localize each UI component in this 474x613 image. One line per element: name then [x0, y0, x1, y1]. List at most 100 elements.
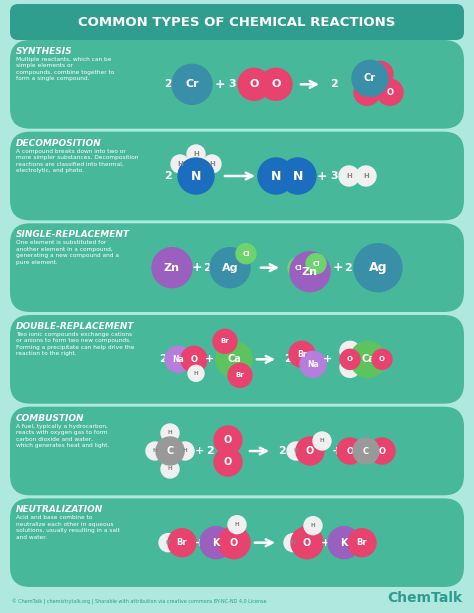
Text: NEUTRALIZATION: NEUTRALIZATION: [16, 505, 103, 514]
Circle shape: [300, 351, 326, 378]
Text: Zn: Zn: [164, 262, 180, 273]
Text: H: H: [310, 523, 315, 528]
Text: +: +: [195, 538, 205, 547]
Text: +: +: [323, 354, 333, 364]
Circle shape: [280, 158, 316, 194]
Circle shape: [291, 527, 323, 558]
Text: COMBUSTION: COMBUSTION: [16, 414, 84, 423]
Text: 2: 2: [344, 262, 352, 273]
Text: O: O: [224, 457, 232, 467]
Text: 3: 3: [228, 79, 236, 89]
Text: K: K: [212, 538, 220, 547]
Text: +: +: [195, 446, 205, 456]
Circle shape: [313, 432, 331, 450]
Circle shape: [165, 346, 191, 372]
Text: 2: 2: [164, 171, 172, 181]
Text: H: H: [194, 371, 198, 376]
Circle shape: [181, 346, 207, 372]
Text: Cl: Cl: [312, 261, 320, 267]
Text: O: O: [303, 538, 311, 547]
FancyBboxPatch shape: [10, 406, 464, 495]
Circle shape: [187, 145, 205, 163]
Text: 2: 2: [164, 79, 172, 89]
Circle shape: [200, 527, 232, 558]
Circle shape: [146, 442, 164, 460]
Text: K: K: [340, 538, 348, 547]
Circle shape: [236, 243, 256, 264]
Text: © ChemTalk | chemistrytalk.org | Sharable with attribution via creative commons : © ChemTalk | chemistrytalk.org | Sharabl…: [12, 599, 266, 605]
Circle shape: [348, 528, 376, 557]
Text: Acid and base combine to
neutralize each other in aqueous
solutions, usually res: Acid and base combine to neutralize each…: [16, 516, 120, 539]
Text: O: O: [376, 70, 383, 79]
Text: O: O: [379, 356, 385, 362]
Text: O: O: [271, 79, 281, 89]
Circle shape: [339, 166, 359, 186]
Circle shape: [188, 365, 204, 381]
Text: N: N: [271, 170, 281, 183]
FancyBboxPatch shape: [10, 132, 464, 220]
Circle shape: [218, 527, 250, 558]
Circle shape: [284, 534, 302, 552]
Circle shape: [152, 248, 192, 287]
FancyBboxPatch shape: [10, 40, 464, 129]
Text: O: O: [306, 446, 314, 456]
Circle shape: [168, 528, 196, 557]
Text: A compound breaks down into two or
more simpler substances. Decomposition
reacti: A compound breaks down into two or more …: [16, 149, 138, 173]
Text: H: H: [168, 466, 173, 471]
Text: Na: Na: [307, 360, 319, 369]
Text: Br: Br: [297, 350, 307, 359]
Circle shape: [288, 257, 308, 278]
Circle shape: [377, 79, 403, 105]
Text: SINGLE-REPLACEMENT: SINGLE-REPLACEMENT: [16, 230, 130, 239]
Text: +: +: [215, 78, 225, 91]
Text: Ag: Ag: [222, 262, 238, 273]
Text: One element is substituted for
another element in a compound,
generating a new c: One element is substituted for another e…: [16, 240, 119, 265]
Circle shape: [328, 527, 360, 558]
Text: C: C: [166, 446, 173, 456]
Text: SYNTHESIS: SYNTHESIS: [16, 47, 73, 56]
Text: O: O: [379, 446, 385, 455]
Text: N: N: [293, 170, 303, 183]
Circle shape: [372, 349, 392, 370]
FancyBboxPatch shape: [10, 498, 464, 587]
Text: DOUBLE-REPLACEMENT: DOUBLE-REPLACEMENT: [16, 322, 135, 331]
Text: O: O: [224, 435, 232, 445]
Text: H: H: [166, 540, 170, 545]
Circle shape: [296, 437, 324, 465]
Circle shape: [178, 158, 214, 194]
Text: Zn: Zn: [302, 267, 318, 276]
Circle shape: [340, 357, 360, 378]
Circle shape: [203, 155, 221, 173]
Text: C: C: [363, 446, 369, 455]
Text: N: N: [191, 170, 201, 183]
Circle shape: [228, 516, 246, 534]
Text: Cl: Cl: [242, 251, 250, 257]
Text: O: O: [346, 446, 354, 455]
Text: ChemTalk: ChemTalk: [387, 591, 462, 605]
Circle shape: [350, 341, 386, 378]
Text: +: +: [191, 261, 202, 274]
Circle shape: [214, 426, 242, 454]
Circle shape: [290, 252, 330, 292]
FancyBboxPatch shape: [10, 223, 464, 312]
Text: H: H: [291, 540, 295, 545]
Text: 2: 2: [330, 79, 338, 89]
Text: 2: 2: [284, 354, 292, 364]
Text: DECOMPOSITION: DECOMPOSITION: [16, 139, 101, 148]
Text: Na: Na: [172, 355, 184, 364]
Text: O: O: [191, 355, 198, 364]
Circle shape: [306, 254, 326, 273]
Text: +: +: [332, 446, 342, 456]
Text: O: O: [249, 79, 259, 89]
Circle shape: [171, 155, 189, 173]
Circle shape: [337, 438, 363, 464]
Circle shape: [369, 438, 395, 464]
Text: H: H: [153, 449, 157, 454]
Circle shape: [287, 442, 305, 460]
Text: H: H: [348, 349, 352, 354]
Text: 3: 3: [330, 171, 338, 181]
Text: COMMON TYPES OF CHEMICAL REACTIONS: COMMON TYPES OF CHEMICAL REACTIONS: [78, 15, 396, 28]
Text: 2: 2: [206, 446, 214, 456]
Text: O: O: [230, 538, 238, 547]
Text: Multiple reactants, which can be
simple elements or
compounds, combine together : Multiple reactants, which can be simple …: [16, 57, 114, 81]
